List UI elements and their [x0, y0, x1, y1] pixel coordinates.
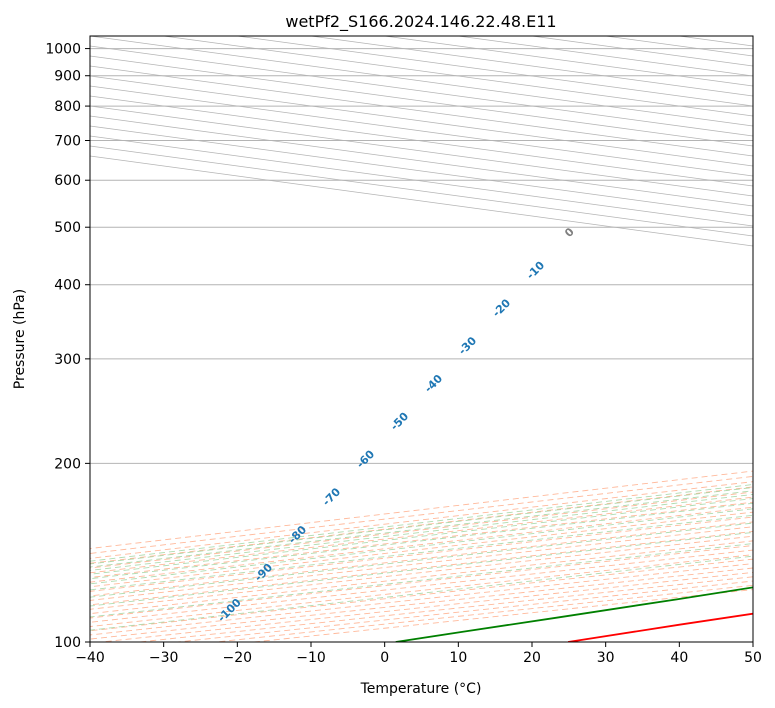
chart-title: wetPf2_S166.2024.146.22.48.E11 — [285, 12, 556, 32]
isotherm-line — [90, 95, 753, 187]
isotherm-line — [90, 135, 753, 227]
y-axis: 100 200 300 400 500 600 700 800 900 1000 — [45, 42, 90, 651]
dry-adiabat-line — [90, 491, 753, 569]
isotherm-line — [90, 105, 753, 197]
x-tick-label: −20 — [223, 650, 253, 666]
y-tick-label: 700 — [54, 133, 81, 149]
reference-lines — [90, 36, 753, 642]
isotherm-line — [90, 65, 753, 157]
x-axis-label: Temperature (°C) — [360, 681, 482, 697]
x-tick-label: 10 — [449, 650, 467, 666]
dry-adiabat-line — [90, 481, 753, 559]
x-tick-label: −40 — [75, 650, 105, 666]
y-tick-label: 800 — [54, 99, 81, 115]
isotherm-line — [90, 55, 753, 147]
dry-adiabat-line — [90, 511, 753, 588]
dry-adiabat-line — [90, 540, 753, 615]
y-tick-label: 300 — [54, 352, 81, 368]
y-tick-label: 900 — [54, 69, 81, 85]
isotherm-line — [90, 85, 753, 177]
y-tick-label: 400 — [54, 278, 81, 294]
x-tick-label: 40 — [670, 650, 688, 666]
x-axis: −40 −30 −20 −10 0 10 20 30 40 50 — [75, 642, 762, 666]
dry-adiabat-line — [90, 486, 753, 564]
y-axis-label: Pressure (hPa) — [12, 289, 28, 389]
x-tick-label: 0 — [380, 650, 389, 666]
y-tick-label: 200 — [54, 456, 81, 472]
dry-adiabat-line — [90, 521, 753, 597]
x-tick-label: −30 — [149, 650, 179, 666]
isotherm-line — [90, 115, 753, 207]
y-tick-label: 600 — [54, 173, 81, 189]
isotherm-line — [90, 125, 753, 217]
y-tick-label: 1000 — [45, 42, 81, 58]
dry-adiabat-line — [90, 516, 753, 592]
y-tick-label: 100 — [54, 635, 81, 651]
x-tick-label: −10 — [296, 650, 326, 666]
isotherm-line — [90, 75, 753, 167]
x-tick-label: 50 — [744, 650, 762, 666]
x-tick-label: 20 — [523, 650, 541, 666]
y-tick-label: 500 — [54, 220, 81, 236]
x-tick-label: 30 — [597, 650, 615, 666]
plot-frame — [89, 35, 754, 643]
dry-adiabat-line — [90, 535, 753, 610]
